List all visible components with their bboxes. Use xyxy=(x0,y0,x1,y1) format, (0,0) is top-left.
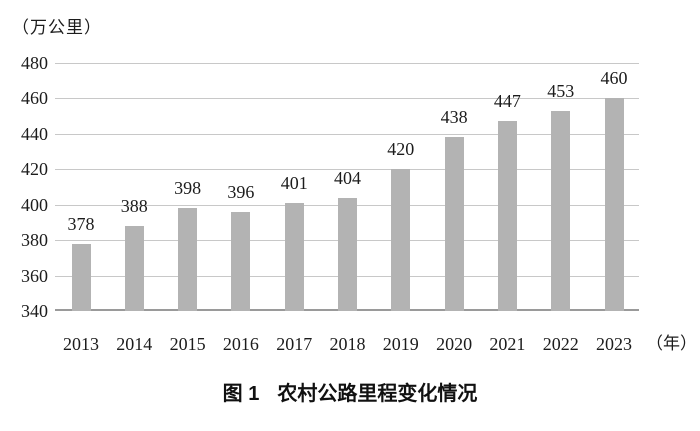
x-axis-labels: 2013 2014 2015 2016 2017 2018 2019 2020 2021 2022… xyxy=(55,334,639,356)
x-tick-label: 2016 xyxy=(222,334,259,354)
bar-2021 xyxy=(497,121,517,311)
y-axis-ticks: 340 360 380 400 420 440 460 480 xyxy=(0,53,48,321)
y-tick-label: 460 xyxy=(21,88,48,109)
plot-area: 378 388 398 396 401 404 420 438 447 453 460 xyxy=(55,63,639,311)
bar-value-label: 453 xyxy=(547,80,575,101)
figure-caption-title: 农村公路里程变化情况 xyxy=(277,383,478,405)
x-tick-label: 2013 xyxy=(63,334,99,354)
bar-value-label: 460 xyxy=(600,68,628,89)
bar-2017 xyxy=(284,202,304,311)
bar-2016 xyxy=(231,211,251,311)
y-tick-label: 400 xyxy=(21,194,48,215)
x-tick-label: 2014 xyxy=(116,334,153,354)
bar-2014 xyxy=(124,225,144,311)
bar-2013 xyxy=(71,243,91,311)
bar-2015 xyxy=(178,208,198,311)
bar-value-label: 438 xyxy=(440,107,468,128)
x-tick-label: 2021 xyxy=(489,334,526,354)
x-tick-label: 2018 xyxy=(329,334,366,354)
bar-2022 xyxy=(551,110,571,311)
y-tick-label: 420 xyxy=(21,159,48,180)
bar-value-label: 396 xyxy=(227,181,255,202)
bar-2023 xyxy=(604,98,624,311)
figure-caption: 图 1 农村公路里程变化情况 xyxy=(0,377,700,406)
gridline xyxy=(55,133,639,135)
bar-value-label: 388 xyxy=(120,195,148,216)
y-tick-label: 360 xyxy=(21,265,48,286)
y-tick-label: 440 xyxy=(21,123,48,144)
bar-value-label: 404 xyxy=(334,167,361,188)
y-tick-label: 480 xyxy=(21,53,48,73)
x-axis-unit-label: （年） xyxy=(646,334,697,353)
x-tick-label: 2020 xyxy=(436,334,473,354)
gridline xyxy=(55,63,639,64)
x-tick-label: 2023 xyxy=(596,334,632,354)
gridline xyxy=(55,98,639,100)
bar-value-label: 398 xyxy=(174,178,202,199)
gridline xyxy=(55,169,639,171)
bar-value-label: 401 xyxy=(280,172,308,193)
y-tick-label: 380 xyxy=(21,230,48,251)
bar-value-label: 378 xyxy=(67,213,95,234)
figure-caption-label: 图 1 xyxy=(222,383,260,405)
y-tick-label: 340 xyxy=(21,301,48,321)
x-tick-label: 2015 xyxy=(169,334,206,354)
x-tick-label: 2019 xyxy=(382,334,419,354)
bar-value-label: 447 xyxy=(493,91,521,112)
y-axis-unit-label: （万公里） xyxy=(12,18,102,37)
x-tick-label: 2017 xyxy=(276,334,313,354)
bar-2020 xyxy=(444,137,464,311)
bar-2018 xyxy=(338,197,357,311)
bar-value-label: 420 xyxy=(387,139,415,160)
x-tick-label: 2022 xyxy=(542,334,579,354)
bar-2019 xyxy=(391,169,411,311)
